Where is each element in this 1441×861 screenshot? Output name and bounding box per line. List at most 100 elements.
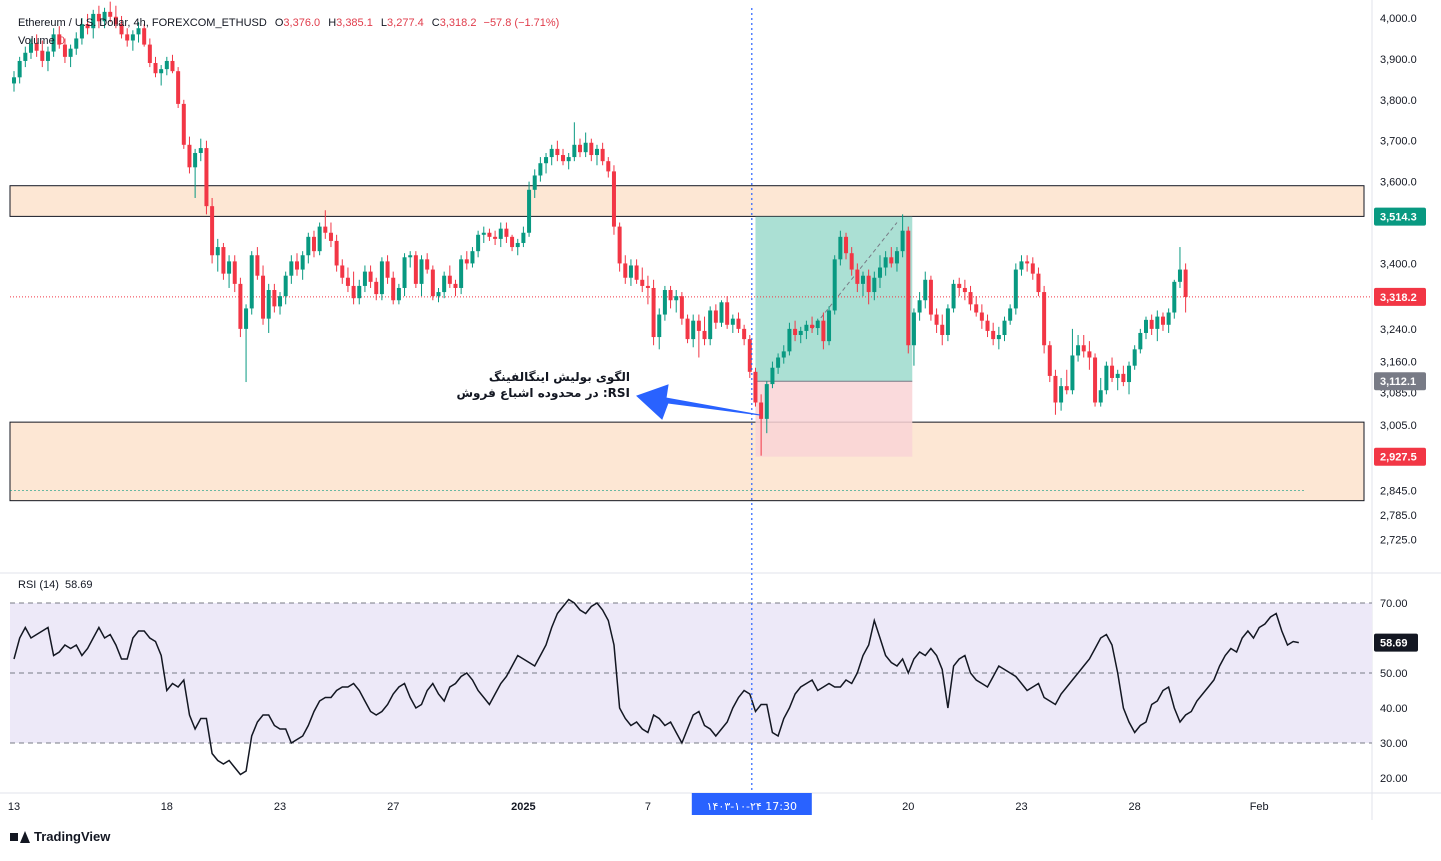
price-tick-label: 4,000.0 — [1380, 13, 1417, 25]
candle-body — [628, 265, 633, 278]
candle-body — [328, 232, 333, 241]
candle-body — [1013, 269, 1018, 309]
candle-body — [476, 234, 481, 252]
rsi-value: 58.69 — [64, 579, 93, 591]
candle-body — [85, 24, 90, 29]
candle-body — [589, 142, 594, 156]
rsi-tick-label: 20.00 — [1380, 773, 1408, 785]
open-value: 3,376.0 — [283, 17, 321, 29]
candle-body — [1183, 269, 1188, 297]
candle-body — [849, 253, 854, 270]
candle-body — [136, 28, 141, 35]
close-label: C — [431, 17, 440, 29]
candle-body — [413, 255, 418, 284]
candle-body — [147, 44, 152, 63]
price-label: 3,112.1 — [1380, 376, 1416, 388]
candle-body — [651, 287, 656, 338]
pattern-annotation[interactable]: الگوی بولیش اینگالفینگ RSI: در محدوده اش… — [455, 369, 630, 401]
candle-body — [362, 271, 367, 286]
candle-body — [1076, 345, 1081, 356]
tradingview-logo[interactable]: TradingView — [10, 829, 110, 844]
candle-body — [402, 257, 407, 288]
candle-body — [374, 281, 379, 295]
tradingview-icon — [10, 830, 30, 843]
candle-body — [51, 34, 56, 52]
candle-body — [934, 314, 939, 325]
candle-body — [498, 228, 503, 239]
candle-body — [1104, 365, 1109, 391]
candle-body — [419, 259, 424, 284]
candle-body — [730, 318, 735, 325]
candle-body — [96, 13, 101, 22]
candle-body — [583, 142, 588, 153]
price-tick-label: 3,700.0 — [1380, 136, 1417, 148]
candle-body — [232, 261, 237, 284]
candle-body — [561, 155, 566, 162]
candle-body — [515, 242, 520, 248]
price-tick-label: 2,785.0 — [1380, 510, 1417, 522]
volume-value: 0 — [58, 35, 65, 47]
brand-name: TradingView — [34, 829, 111, 844]
candle-body — [261, 275, 266, 319]
candle-body — [113, 16, 118, 25]
candle-body — [170, 60, 175, 72]
candle-body — [996, 335, 1001, 340]
candle-body — [62, 44, 67, 57]
candle-body — [1098, 390, 1103, 403]
candle-body — [1070, 355, 1075, 391]
candle-body — [753, 371, 758, 403]
rsi-value-box — [1374, 633, 1418, 652]
candle-body — [713, 310, 718, 323]
candle-body — [266, 290, 271, 319]
candle-body — [917, 300, 922, 313]
price-tick-label: 2,725.0 — [1380, 535, 1417, 547]
candle-body — [1127, 365, 1132, 383]
candle-body — [889, 257, 894, 264]
candle-body — [894, 251, 899, 264]
candle-body — [249, 255, 254, 309]
candle-body — [40, 50, 45, 61]
candle-body — [425, 259, 430, 270]
rsi-tick-label: 70.00 — [1380, 598, 1408, 610]
candle-body — [45, 51, 50, 61]
candle-body — [79, 24, 84, 39]
candle-body — [487, 232, 492, 237]
candle-body — [295, 261, 299, 270]
candle-body — [1160, 316, 1165, 325]
candle-body — [334, 240, 339, 266]
candle-body — [911, 312, 916, 346]
candle-body — [657, 314, 662, 338]
crosshair-time-box — [691, 793, 812, 815]
candle-body — [951, 283, 956, 309]
price-label-box — [1374, 372, 1426, 391]
candle-body — [68, 48, 73, 57]
close-value: 3,318.2 — [439, 17, 477, 29]
candle-body — [493, 236, 498, 239]
candle-body — [385, 261, 390, 278]
zone-support — [9, 421, 1365, 502]
candle-body — [770, 367, 775, 385]
candle-body — [125, 34, 130, 41]
candle-body — [985, 320, 990, 331]
rsi-legend: RSI (14) 58.69 — [18, 579, 93, 591]
candle-body — [408, 255, 413, 258]
candle-body — [142, 28, 147, 45]
candle-body — [883, 257, 888, 268]
candle-body — [102, 11, 107, 22]
price-label-box — [1374, 207, 1426, 226]
candle-body — [181, 103, 186, 145]
candle-body — [521, 232, 526, 243]
candle-body — [1008, 308, 1013, 321]
time-tick-label: 23 — [1015, 801, 1027, 813]
candle-body — [611, 171, 616, 227]
candle-body — [470, 251, 475, 264]
crosshair-time-label: ۱۴۰۳-۱۰-۲۴ 17:30 — [707, 800, 797, 813]
candle-body — [1138, 332, 1143, 350]
time-tick-label: 28 — [1129, 801, 1141, 813]
candle-body — [764, 384, 769, 419]
candle-body — [1132, 349, 1137, 366]
volume-legend: Volume 0 — [18, 35, 65, 47]
candle-body — [357, 285, 362, 299]
